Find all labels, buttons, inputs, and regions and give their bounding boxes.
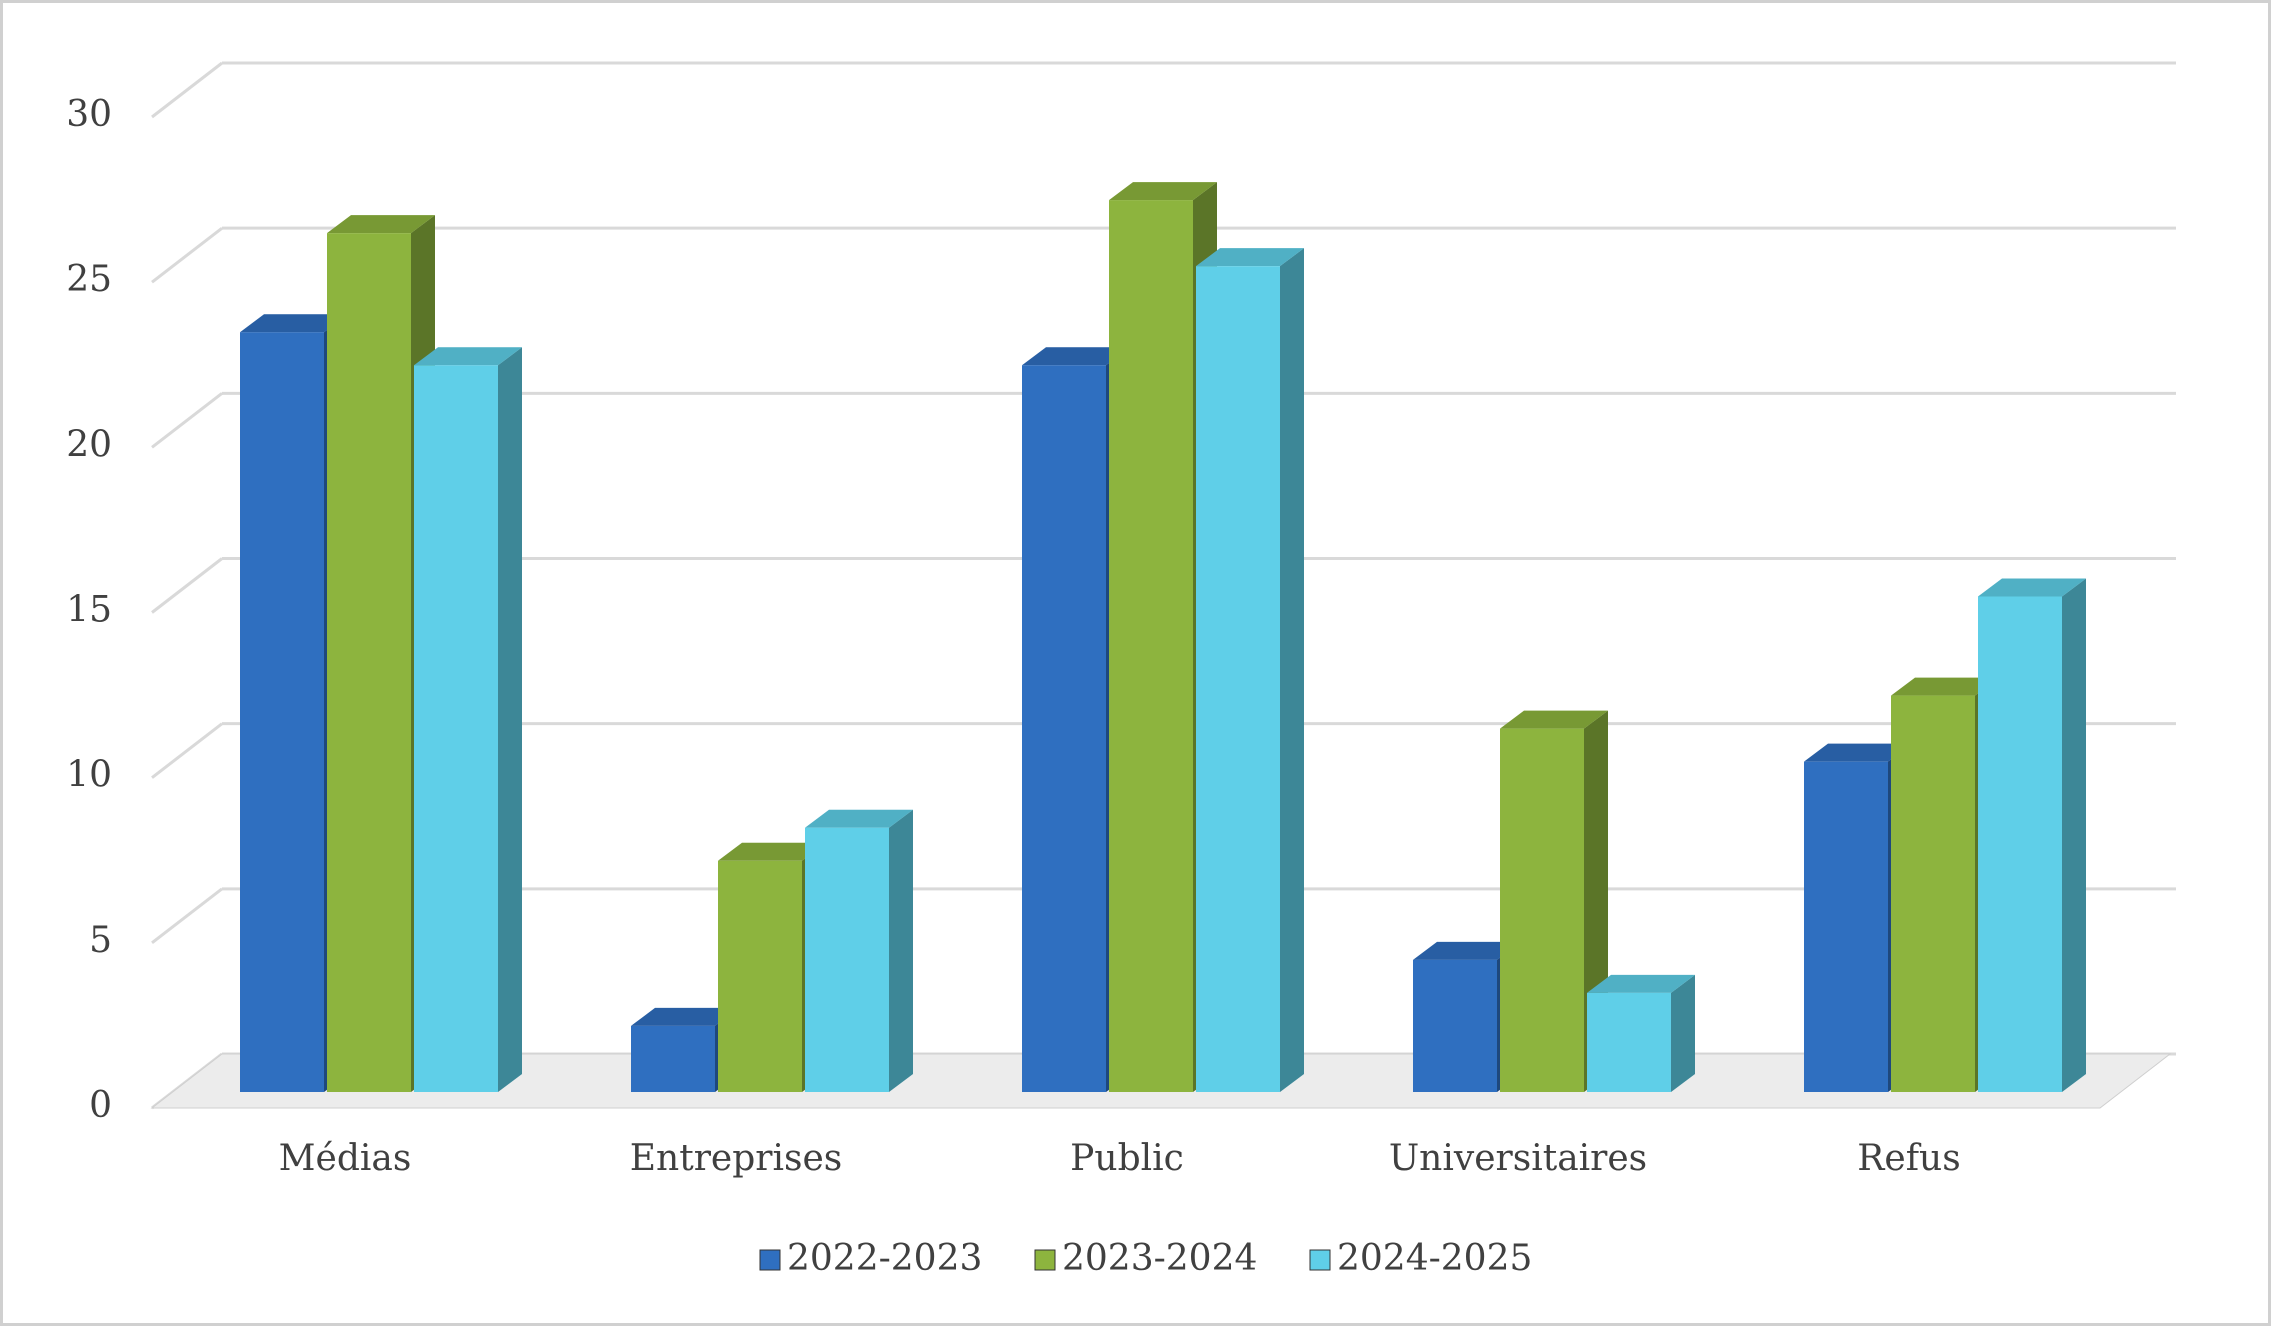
x-tick-label: Public [1070,1138,1184,1179]
bar [1413,959,1497,1092]
bar-side-shade [1280,248,1304,1092]
x-tick-label: Universitaires [1389,1138,1647,1179]
x-tick-label: Refus [1857,1138,1960,1179]
bar-top-shade [805,809,913,828]
bar-side [1671,974,1695,1092]
bar-side-shade [2062,578,2086,1092]
bar-top-shade [718,842,826,861]
y-tick-label: 25 [66,259,112,300]
bar-top-shade [631,1007,739,1026]
bar-top [240,314,348,333]
grid-line [151,392,223,449]
legend-swatch [759,1249,781,1271]
grid-line [151,557,223,614]
bar-top [327,215,435,234]
y-tick-label: 5 [89,920,112,961]
bar-top-shade [1500,710,1608,729]
y-tick-label: 0 [89,1085,112,1126]
grid-line [151,61,223,119]
legend-label: 2022-2023 [787,1238,982,1279]
y-tick-label: 15 [66,590,112,631]
grid-line [151,887,223,945]
bar-top [414,347,522,366]
bars [240,182,2086,1093]
bar-side [2062,578,2086,1092]
legend-swatch [1309,1249,1331,1271]
bar-top [1587,974,1695,993]
bar-top-shade [414,347,522,366]
bar-top [1978,578,2086,597]
legend-label: 2024-2025 [1337,1238,1532,1279]
bar-side-shade [1671,974,1695,1092]
bar [327,233,411,1093]
bar [414,365,498,1092]
legend-label: 2023-2024 [1062,1238,1257,1279]
bar-top [1109,182,1217,201]
legend-swatch [1034,1249,1056,1271]
grid-line [151,226,223,284]
y-tick-label: 10 [66,755,112,796]
y-tick-label: 20 [66,424,112,465]
bar-top-shade [1413,941,1521,960]
bar-top-shade [1978,578,2086,597]
bar-top [1413,941,1521,960]
bar-top [718,842,826,861]
bar-top-shade [1587,974,1695,993]
bar-top [1500,710,1608,729]
bar-side-shade [498,347,522,1092]
bar-top [805,809,913,828]
bar [1978,596,2062,1092]
grid-line [151,722,223,779]
bar [805,827,889,1092]
bar-top-shade [1109,182,1217,201]
x-tick-label: Médias [279,1138,412,1179]
y-tick-label: 30 [66,94,112,135]
bar-top [1022,347,1130,366]
bar [1804,761,1888,1092]
bar-top-shade [1196,248,1304,267]
bar-top [1804,743,1912,762]
bar-side [889,809,913,1092]
bar-top-shade [327,215,435,234]
bar-top [1891,677,1999,696]
bar [240,332,324,1092]
bar-top [1196,248,1304,267]
bar [718,860,802,1092]
bar [1022,365,1106,1092]
bar [1891,695,1975,1092]
bar-side [498,347,522,1092]
bar-top-shade [1891,677,1999,696]
x-tick-label: Entreprises [630,1138,842,1179]
bar [1500,728,1584,1092]
bar-top [631,1007,739,1026]
bar-side [1280,248,1304,1092]
bar-side-shade [889,809,913,1092]
bar [1587,992,1671,1092]
labels: 0 5 10 15 20 25 30 Médias Entreprises Public Unive… [66,94,1961,1279]
bar-top-shade [1022,347,1130,366]
bar-top-shade [1804,743,1912,762]
bar-top-shade [240,314,348,333]
bar [631,1025,715,1092]
bar [1196,266,1280,1093]
bar [1109,200,1193,1093]
